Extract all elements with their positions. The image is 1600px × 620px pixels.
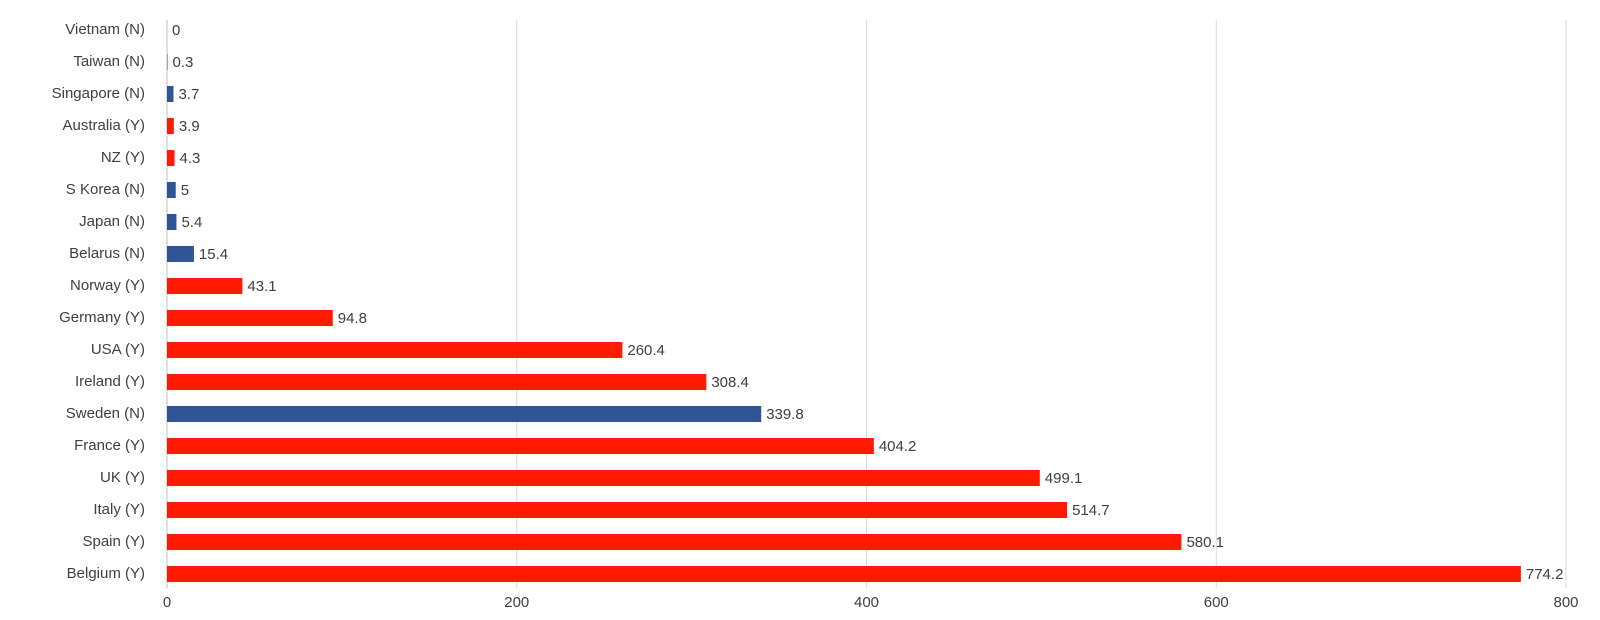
x-tick-label-600: 600 (1204, 594, 1229, 611)
value-label-spain-y: 580.1 (1186, 534, 1224, 551)
x-tick-label-400: 400 (854, 594, 879, 611)
bar-ireland-y (167, 374, 707, 390)
bar-belarus-n (167, 246, 194, 262)
bar-taiwan-n (167, 54, 168, 70)
value-label-australia-y: 3.9 (179, 118, 200, 135)
value-label-taiwan-n: 0.3 (173, 54, 194, 71)
value-label-france-y: 404.2 (879, 438, 917, 455)
category-labels: Vietnam (N) Taiwan (N) Singapore (N) Austra… (52, 21, 145, 582)
value-label-ireland-y: 308.4 (711, 374, 749, 391)
category-label-belarus-n: Belarus (N) (69, 245, 145, 262)
category-label-usa-y: USA (Y) (91, 341, 145, 358)
bar-singapore-n (167, 86, 174, 102)
category-label-singapore-n: Singapore (N) (52, 85, 145, 102)
category-label-vietnam-n: Vietnam (N) (65, 21, 145, 38)
x-axis-tick-labels: 0 200 400 600 800 (163, 594, 1579, 611)
category-label-nz-y: NZ (Y) (101, 149, 145, 166)
bar-france-y (167, 438, 874, 454)
value-label-uk-y: 499.1 (1045, 470, 1083, 487)
category-label-italy-y: Italy (Y) (93, 501, 145, 518)
category-label-japan-n: Japan (N) (79, 213, 145, 230)
category-label-ireland-y: Ireland (Y) (75, 373, 145, 390)
category-label-taiwan-n: Taiwan (N) (73, 53, 145, 70)
bar-spain-y (167, 534, 1182, 550)
value-label-germany-y: 94.8 (338, 310, 367, 327)
category-label-germany-y: Germany (Y) (59, 309, 145, 326)
value-label-belarus-n: 15.4 (199, 246, 228, 263)
category-label-uk-y: UK (Y) (100, 469, 145, 486)
category-label-norway-y: Norway (Y) (70, 277, 145, 294)
value-label-nz-y: 4.3 (180, 150, 201, 167)
gridlines (166, 20, 1567, 588)
category-label-sweden-n: Sweden (N) (66, 405, 145, 422)
value-label-vietnam-n: 0 (172, 22, 180, 39)
x-tick-label-200: 200 (504, 594, 529, 611)
x-tick-label-0: 0 (163, 594, 171, 611)
bar-sweden-n (167, 406, 762, 422)
bar-australia-y (167, 118, 174, 134)
value-label-norway-y: 43.1 (247, 278, 276, 295)
category-label-france-y: France (Y) (74, 437, 145, 454)
bar-nz-y (167, 150, 175, 166)
x-tick-label-800: 800 (1553, 594, 1578, 611)
bar-germany-y (167, 310, 333, 326)
category-label-australia-y: Australia (Y) (62, 117, 145, 134)
value-label-belgium-y: 774.2 (1526, 566, 1564, 583)
bar-uk-y (167, 470, 1040, 486)
bar-norway-y (167, 278, 243, 294)
bar-s-korea-n (167, 182, 176, 198)
category-label-belgium-y: Belgium (Y) (67, 565, 145, 582)
value-labels: 0 0.3 3.7 3.9 4.3 5 5.4 15.4 43.1 94.8 260.4 308.4 3… (172, 22, 1563, 583)
bar-japan-n (167, 214, 177, 230)
category-label-spain-y: Spain (Y) (82, 533, 145, 550)
bars (167, 54, 1521, 582)
value-label-sweden-n: 339.8 (766, 406, 804, 423)
value-label-s-korea-n: 5 (181, 182, 189, 199)
value-label-japan-n: 5.4 (181, 214, 202, 231)
value-label-usa-y: 260.4 (627, 342, 665, 359)
bar-usa-y (167, 342, 623, 358)
value-label-italy-y: 514.7 (1072, 502, 1110, 519)
bar-belgium-y (167, 566, 1521, 582)
category-label-s-korea-n: S Korea (N) (66, 181, 145, 198)
value-label-singapore-n: 3.7 (178, 86, 199, 103)
bar-italy-y (167, 502, 1068, 518)
